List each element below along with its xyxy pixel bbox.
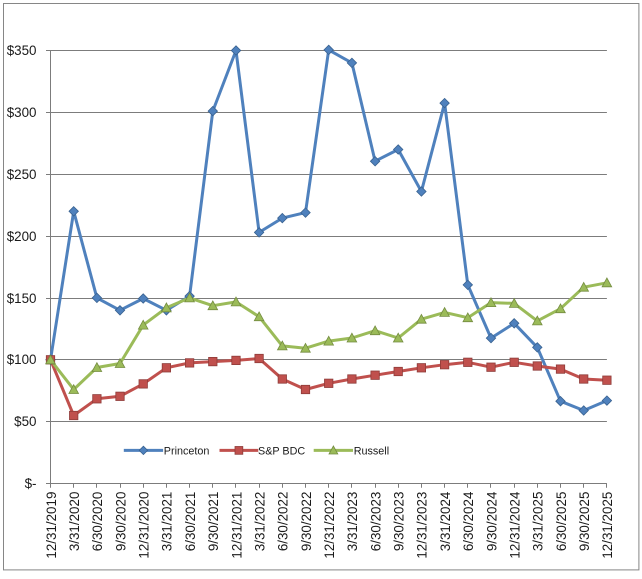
svg-text:3/31/2023: 3/31/2023 — [345, 492, 360, 552]
svg-text:$100: $100 — [7, 352, 37, 367]
svg-text:9/30/2021: 9/30/2021 — [206, 492, 221, 552]
svg-text:$300: $300 — [7, 105, 37, 120]
svg-text:6/30/2020: 6/30/2020 — [90, 492, 105, 552]
svg-text:$350: $350 — [7, 43, 37, 58]
svg-text:6/30/2025: 6/30/2025 — [554, 492, 569, 552]
svg-text:12/31/2022: 12/31/2022 — [322, 492, 337, 559]
svg-text:$50: $50 — [14, 414, 36, 429]
svg-text:6/30/2022: 6/30/2022 — [276, 492, 291, 552]
svg-text:6/30/2024: 6/30/2024 — [461, 491, 476, 551]
svg-text:$200: $200 — [7, 229, 37, 244]
svg-text:Russell: Russell — [354, 445, 389, 457]
svg-text:12/31/2019: 12/31/2019 — [44, 492, 59, 559]
svg-text:9/30/2025: 9/30/2025 — [577, 492, 592, 552]
svg-text:3/31/2021: 3/31/2021 — [160, 492, 175, 552]
svg-text:3/31/2020: 3/31/2020 — [67, 492, 82, 552]
svg-text:12/31/2020: 12/31/2020 — [137, 492, 152, 559]
svg-text:6/30/2021: 6/30/2021 — [183, 492, 198, 552]
svg-text:3/31/2022: 3/31/2022 — [252, 492, 267, 552]
svg-text:12/31/2025: 12/31/2025 — [600, 492, 615, 559]
svg-text:9/30/2022: 9/30/2022 — [299, 492, 314, 552]
svg-text:9/30/2020: 9/30/2020 — [113, 492, 128, 552]
svg-text:6/30/2023: 6/30/2023 — [368, 492, 383, 552]
svg-text:3/31/2024: 3/31/2024 — [438, 491, 453, 551]
svg-text:3/31/2025: 3/31/2025 — [531, 492, 546, 552]
svg-text:$-: $- — [25, 476, 37, 491]
svg-text:S&P BDC: S&P BDC — [258, 445, 305, 457]
svg-text:12/31/2024: 12/31/2024 — [508, 491, 523, 559]
svg-text:$150: $150 — [7, 291, 37, 306]
svg-text:12/31/2021: 12/31/2021 — [229, 492, 244, 559]
svg-text:9/30/2023: 9/30/2023 — [392, 492, 407, 552]
svg-text:12/31/2023: 12/31/2023 — [415, 492, 430, 559]
svg-text:9/30/2024: 9/30/2024 — [484, 491, 499, 551]
svg-text:Princeton: Princeton — [164, 445, 210, 457]
svg-text:$250: $250 — [7, 167, 37, 182]
